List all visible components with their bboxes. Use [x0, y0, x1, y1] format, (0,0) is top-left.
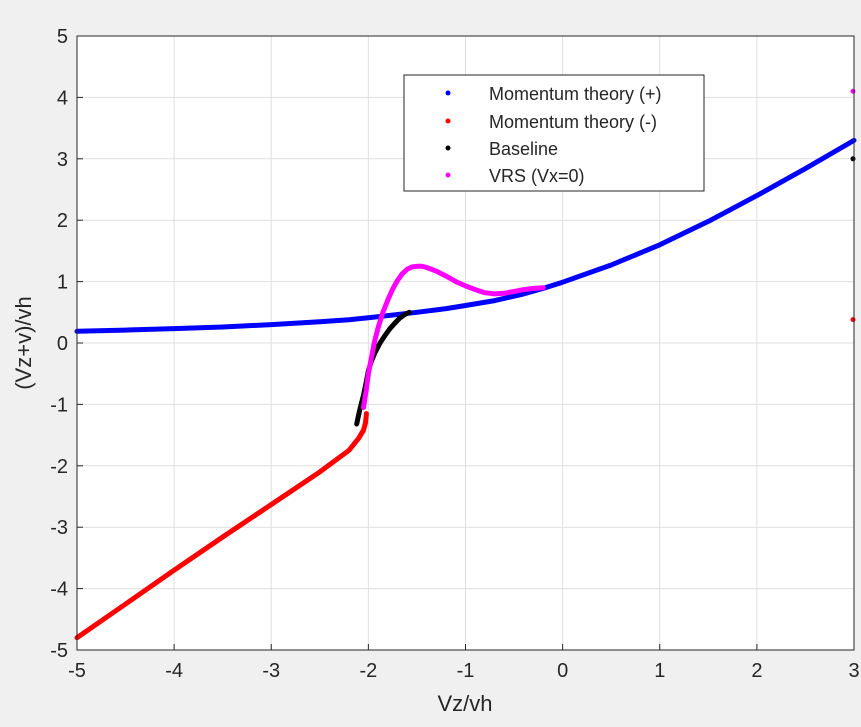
legend-entry-momentum-minus: Momentum theory (-) [489, 112, 657, 132]
legend-marker-baseline [445, 145, 451, 151]
x-tick-label: -5 [68, 660, 86, 682]
legend-marker-vrs [445, 172, 451, 178]
y-tick-label: -3 [50, 517, 68, 539]
edge-point [850, 317, 856, 323]
x-tick-label: -1 [457, 660, 475, 682]
x-tick-label: -3 [262, 660, 280, 682]
legend-marker-momentum-plus [445, 90, 451, 96]
y-tick-label: 2 [57, 210, 68, 232]
x-tick-label: 3 [848, 660, 859, 682]
x-tick-label: 2 [751, 660, 762, 682]
legend-marker-momentum-minus [445, 118, 451, 124]
y-tick-label: -1 [50, 394, 68, 416]
edge-point [850, 156, 856, 162]
series-momentum-minus [74, 411, 369, 641]
x-tick-label: -4 [165, 660, 183, 682]
x-axis-label: Vz/vh [437, 691, 492, 716]
series-momentum-plus [74, 137, 857, 334]
y-tick-label: 1 [57, 272, 68, 294]
legend-entry-baseline: Baseline [489, 139, 558, 159]
y-tick-label: 3 [57, 149, 68, 171]
y-tick-label: -2 [50, 456, 68, 478]
legend-entry-vrs: VRS (Vx=0) [489, 166, 585, 186]
y-tick-label: -5 [50, 640, 68, 662]
legend: Momentum theory (+) Momentum theory (-) … [403, 74, 705, 192]
edge-point [850, 88, 856, 94]
x-tick-label: 0 [557, 660, 568, 682]
tick-labels: -5 -4 -3 -2 -1 0 1 2 3 -5 -4 -3 -2 -1 0 1 2 3 4 5 [50, 26, 859, 682]
y-tick-label: 4 [57, 87, 68, 109]
y-axis-label: (Vz+v)/vh [11, 296, 36, 390]
legend-entry-momentum-plus: Momentum theory (+) [489, 84, 662, 104]
data-series [74, 88, 857, 641]
y-tick-label: 0 [57, 333, 68, 355]
y-tick-label: 5 [57, 26, 68, 48]
y-tick-label: -4 [50, 579, 68, 601]
x-tick-label: -2 [359, 660, 377, 682]
legend-box [403, 74, 705, 192]
x-tick-label: 1 [654, 660, 665, 682]
series-vrs [361, 263, 546, 410]
